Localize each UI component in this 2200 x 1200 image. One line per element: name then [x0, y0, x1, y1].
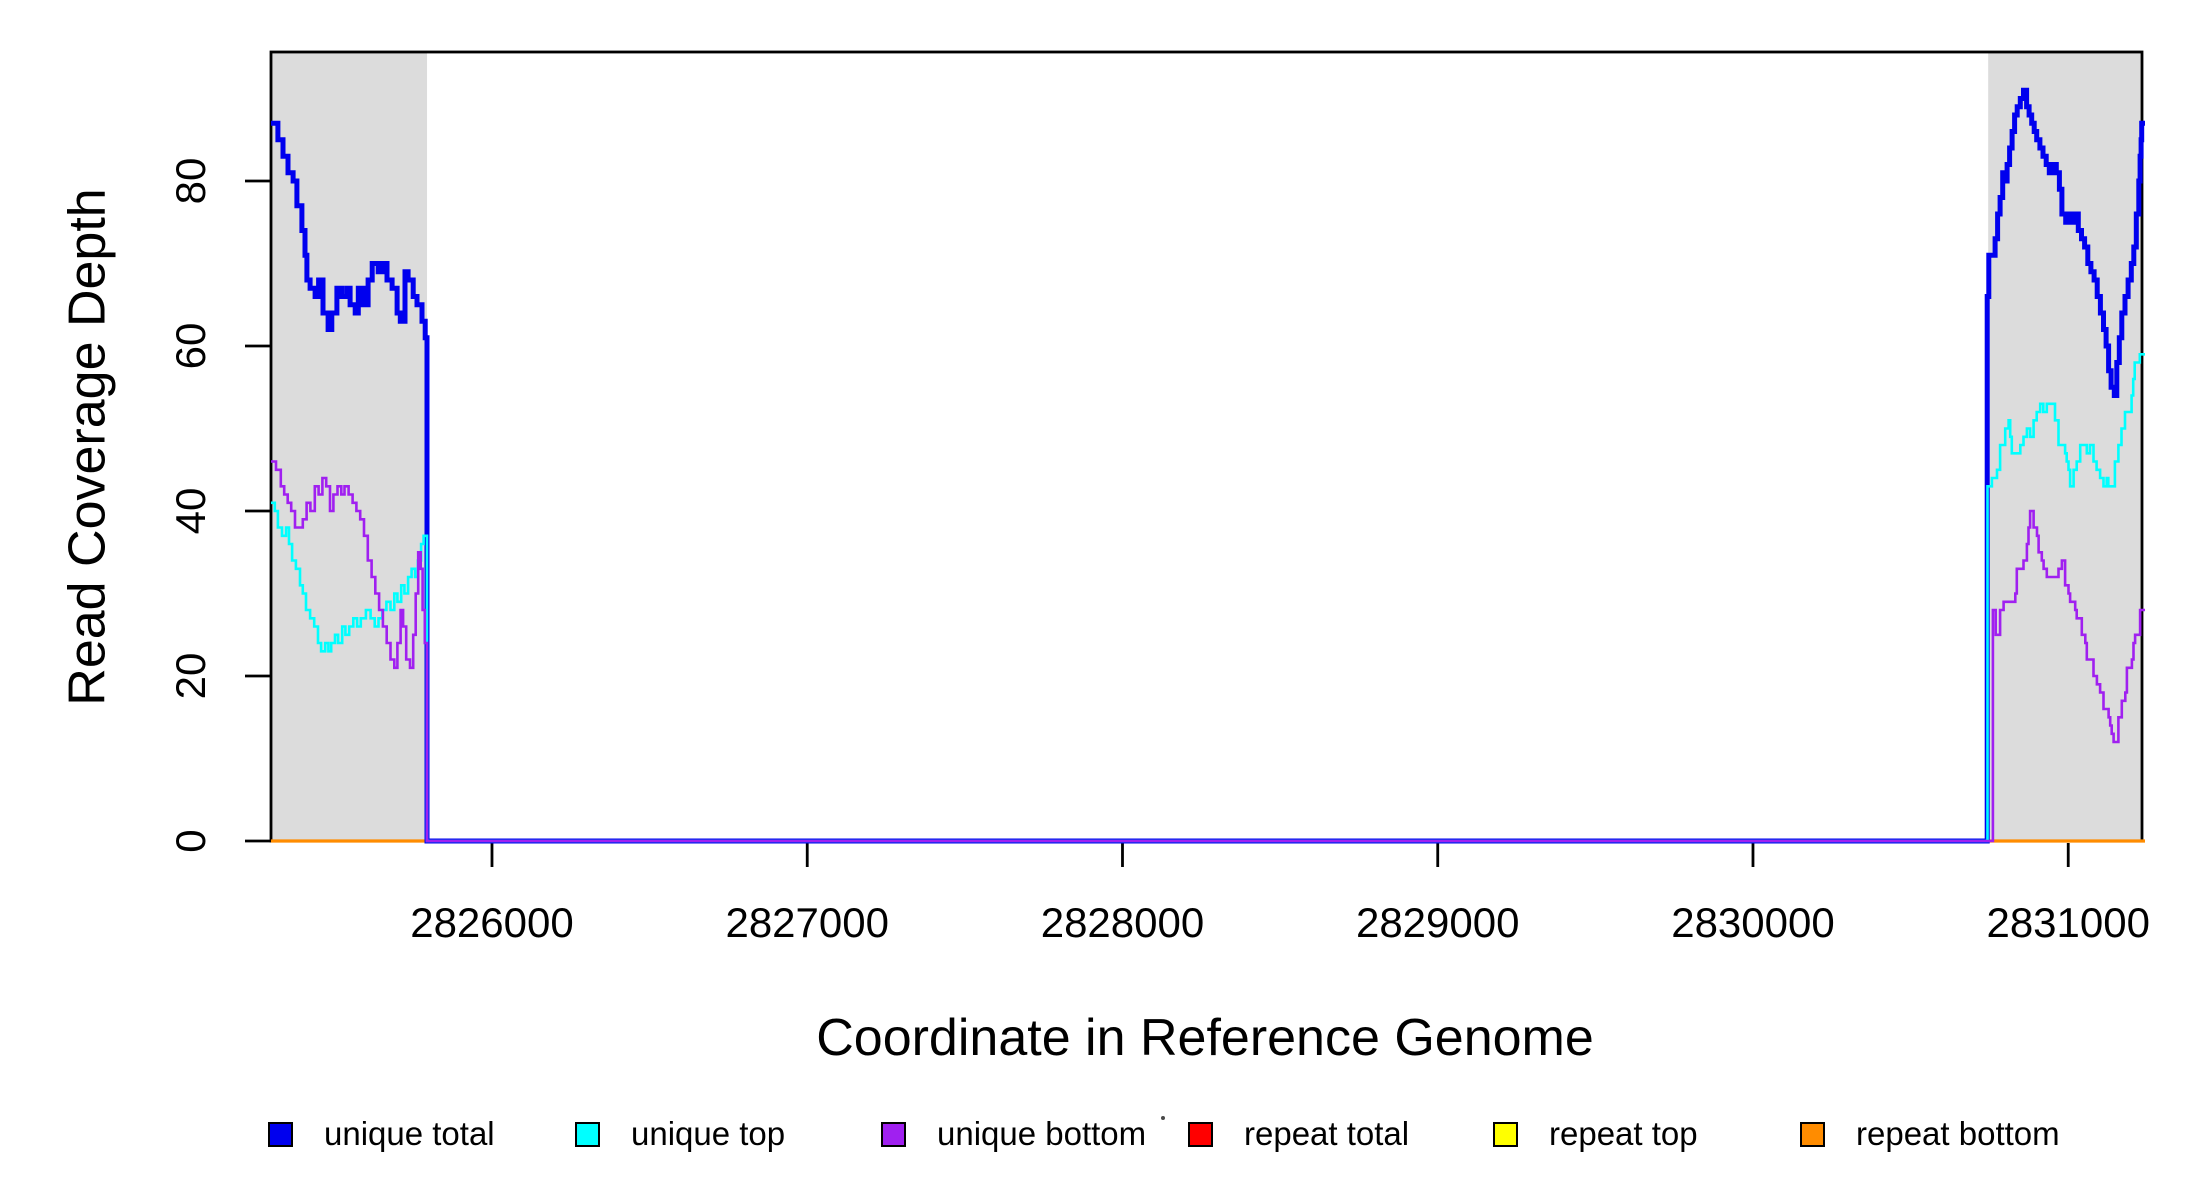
legend-swatch-icon	[1493, 1121, 1518, 1147]
legend-item-unique-top: unique top	[575, 1115, 786, 1152]
legend-label: repeat total	[1244, 1115, 1410, 1152]
series-unique-top	[271, 353, 2145, 843]
x-axis: 2826000 2827000 2828000 2829000 2830000 28310…	[410, 843, 2150, 946]
legend-label: repeat top	[1549, 1115, 1698, 1152]
series-unique-total	[271, 87, 2145, 844]
stray-dot	[1161, 1116, 1165, 1120]
shaded-regions	[271, 52, 2142, 841]
y-axis-title: Read Coverage Depth	[58, 188, 117, 706]
legend-swatch-icon	[575, 1121, 600, 1147]
y-axis: 0 20 40 60 80	[167, 158, 271, 853]
legend-item-repeat-top: repeat top	[1493, 1115, 1698, 1152]
x-tick-label: 2830000	[1671, 899, 1835, 946]
legend-swatch-icon	[268, 1121, 293, 1147]
y-tick-label: 40	[167, 488, 214, 535]
y-tick-label: 0	[167, 829, 214, 852]
x-tick-label: 2828000	[1041, 899, 1205, 946]
series-group	[271, 87, 2145, 844]
legend-item-unique-bottom: unique bottom	[881, 1115, 1147, 1152]
x-tick-label: 2826000	[410, 899, 574, 946]
legend-item-repeat-total: repeat total	[1188, 1115, 1410, 1152]
y-tick-label: 60	[167, 323, 214, 370]
legend-item-unique-total: unique total	[268, 1115, 495, 1152]
legend-label: repeat bottom	[1856, 1115, 2060, 1152]
y-tick-label: 80	[167, 158, 214, 205]
legend-label: unique bottom	[937, 1115, 1147, 1152]
x-tick-label: 2831000	[1986, 899, 2150, 946]
x-tick-label: 2829000	[1356, 899, 1520, 946]
legend-item-repeat-bottom: repeat bottom	[1800, 1115, 2060, 1152]
legend-label: unique top	[631, 1115, 786, 1152]
legend-swatch-icon	[1188, 1121, 1213, 1147]
legend-swatch-icon	[1800, 1121, 1825, 1147]
plot-border	[269, 50, 2144, 843]
x-axis-title: Coordinate in Reference Genome	[816, 1009, 1594, 1067]
x-tick-label: 2827000	[725, 899, 889, 946]
y-tick-label: 20	[167, 653, 214, 700]
legend-swatch-icon	[881, 1121, 906, 1147]
series-unique-bottom	[271, 460, 2145, 843]
legend-label: unique total	[324, 1115, 495, 1152]
